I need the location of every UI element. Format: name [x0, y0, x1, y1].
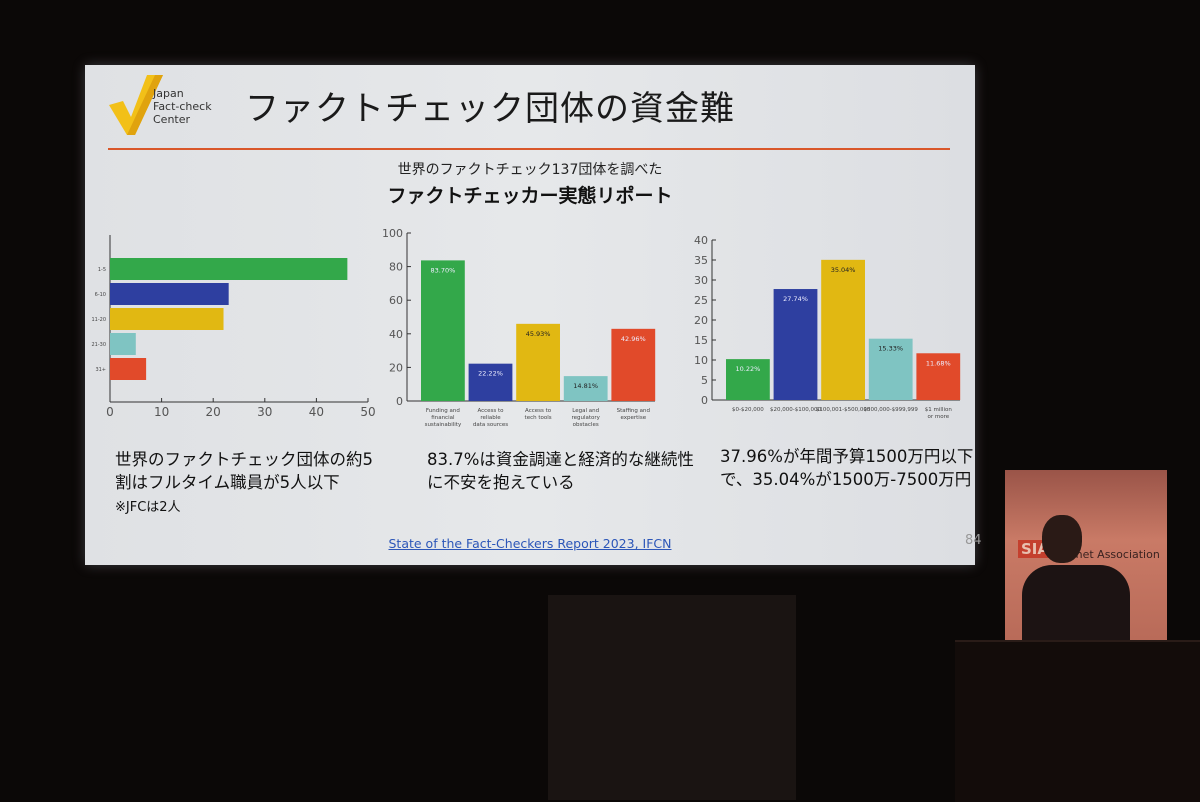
y-tick-label: 15	[694, 334, 708, 347]
y-tick-label: 25	[694, 294, 708, 307]
y-tick-label: 20	[694, 314, 708, 327]
bar	[110, 308, 224, 330]
bar	[421, 260, 465, 401]
y-tick-label: 10	[694, 354, 708, 367]
source-link[interactable]: State of the Fact-Checkers Report 2023, …	[388, 536, 672, 551]
bar	[821, 259, 865, 400]
category-label: expertise	[620, 415, 646, 421]
subtitle-line-1: 世界のファクトチェック137団体を調べた	[397, 162, 663, 178]
caption-text: 世界のファクトチェック団体の約5割はフルタイム職員が5人以下	[115, 450, 373, 492]
data-label: 11.68%	[926, 359, 951, 367]
data-label: 35.04%	[831, 266, 856, 274]
bar	[110, 358, 147, 380]
bar	[110, 258, 348, 280]
caption-challenges: 83.7%は資金調達と経済的な継続性に不安を抱えている	[427, 450, 694, 492]
y-tick-label: 0	[701, 394, 708, 407]
category-label: Access to	[525, 408, 552, 414]
category-label: Staffing and	[617, 408, 650, 414]
category-label: Legal and	[572, 408, 599, 414]
data-label: 15.33%	[878, 345, 903, 353]
category-label: data sources	[473, 422, 508, 428]
logo-line: Fact-check	[153, 100, 212, 113]
y-tick-label: 30	[694, 274, 708, 287]
y-tick-label: 100	[382, 227, 403, 240]
x-tick-label: 0	[106, 405, 114, 419]
bar	[563, 376, 608, 401]
category-label: sustainability	[425, 422, 462, 428]
y-tick-label: 5	[701, 374, 708, 387]
y-tick-label: 80	[389, 261, 403, 274]
logo-line: Center	[153, 113, 191, 126]
category-label: 6-10	[95, 292, 106, 298]
logo-line: Japan	[153, 87, 184, 100]
x-tick-label: 10	[154, 405, 169, 419]
category-label: 11-20	[91, 317, 106, 323]
category-label: or more	[927, 414, 949, 420]
x-tick-label: 40	[309, 405, 324, 419]
bar	[110, 333, 136, 355]
subtitle-line-2: ファクトチェッカー実態リポート	[387, 185, 673, 207]
category-label: 1-5	[98, 267, 106, 273]
caption-budget: 37.96%が年間予算1500万円以下で、35.04%が1500万-7500万円	[720, 447, 974, 489]
data-label: 10.22%	[735, 365, 760, 373]
category-label: $1 million	[925, 407, 953, 413]
data-label: 22.22%	[478, 370, 503, 378]
staff-size-chart: 0 10 20 30 40 50 1-5 6-10 11-20 21-30 31+	[91, 235, 376, 419]
category-label: tech tools	[525, 415, 552, 421]
slide-title: ファクトチェック団体の資金難	[245, 89, 735, 129]
category-label: financial	[431, 415, 455, 421]
y-tick-label: 20	[389, 361, 403, 374]
podium	[955, 640, 1200, 802]
data-label: 45.93%	[526, 330, 551, 338]
y-tick-label: 60	[389, 294, 403, 307]
y-tick-label: 40	[389, 328, 403, 341]
presentation-slide: Japan Fact-check Center ファクトチェック団体の資金難 世…	[85, 65, 982, 565]
y-tick-label: 40	[694, 234, 708, 247]
bar	[916, 353, 961, 400]
x-tick-label: 20	[206, 405, 221, 419]
category-label: obstacles	[573, 422, 599, 428]
logo-text: Japan Fact-check Center	[153, 87, 212, 126]
x-tick-label: 50	[360, 405, 375, 419]
category-label: $500,000-$999,999	[863, 407, 918, 413]
category-label: reliable	[480, 415, 501, 421]
title-divider	[108, 148, 950, 150]
bar	[110, 283, 229, 305]
stage-backdrop	[548, 595, 796, 800]
category-label: $20,000-$100,000	[770, 407, 821, 413]
speaker-head	[1042, 515, 1082, 563]
budget-chart: 0 5 10 15 20 25 30 35 40 10.22% $0-$20,000 27.74% $2…	[694, 234, 961, 420]
bar	[468, 363, 513, 401]
y-tick-label: 35	[694, 254, 708, 267]
category-label: $100,001-$500,000	[816, 407, 871, 413]
caption-note: ※JFCは2人	[115, 500, 181, 515]
category-label: $0-$20,000	[732, 407, 764, 413]
y-tick-label: 0	[396, 395, 403, 408]
bar	[516, 323, 560, 401]
data-label: 42.96%	[621, 335, 646, 343]
bar	[726, 359, 770, 400]
category-label: 21-30	[91, 342, 106, 348]
bar	[611, 328, 656, 401]
bar	[868, 338, 913, 400]
x-tick-label: 30	[257, 405, 272, 419]
jfc-logo-icon	[109, 75, 163, 135]
data-label: 14.81%	[573, 382, 598, 390]
data-label: 83.70%	[430, 266, 455, 274]
category-label: Access to	[477, 408, 504, 414]
speaker-body	[1022, 565, 1130, 645]
category-label: Funding and	[426, 408, 460, 414]
page-number: 84	[965, 533, 982, 548]
bar	[773, 289, 818, 400]
data-label: 27.74%	[783, 295, 808, 303]
category-label: 31+	[95, 367, 106, 373]
caption-staff: 世界のファクトチェック団体の約5割はフルタイム職員が5人以下 ※JFCは2人	[115, 448, 375, 519]
category-label: regulatory	[571, 415, 600, 421]
challenges-chart: 0 20 40 60 80 100 83.70% Funding andfinancialsu…	[382, 227, 656, 428]
